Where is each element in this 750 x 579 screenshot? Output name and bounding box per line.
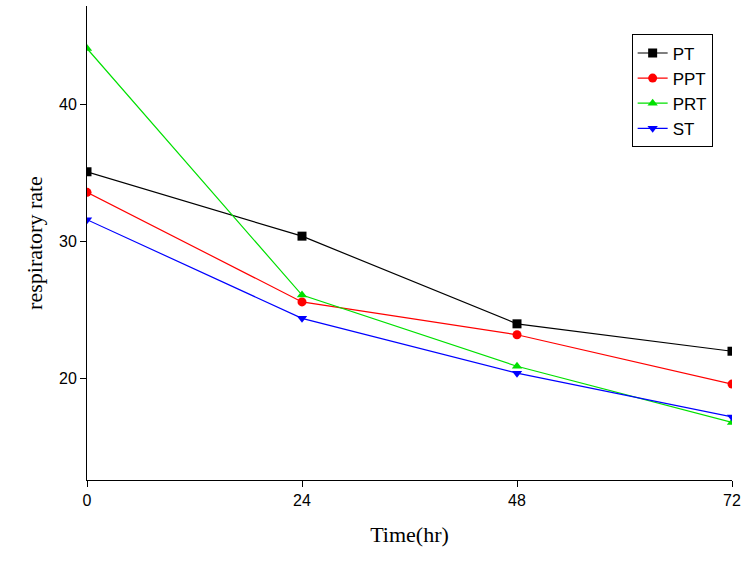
svg-text:48: 48: [508, 492, 526, 509]
svg-text:72: 72: [723, 492, 741, 509]
svg-text:Time(hr): Time(hr): [370, 522, 449, 547]
svg-text:20: 20: [59, 370, 77, 387]
svg-text:PRT: PRT: [673, 95, 707, 114]
svg-text:30: 30: [59, 233, 77, 250]
svg-text:PT: PT: [673, 45, 695, 64]
svg-text:PPT: PPT: [673, 70, 706, 89]
svg-text:40: 40: [59, 96, 77, 113]
svg-text:0: 0: [83, 492, 92, 509]
svg-text:24: 24: [293, 492, 311, 509]
svg-text:respiratory rate: respiratory rate: [22, 176, 47, 310]
svg-text:ST: ST: [673, 120, 695, 139]
